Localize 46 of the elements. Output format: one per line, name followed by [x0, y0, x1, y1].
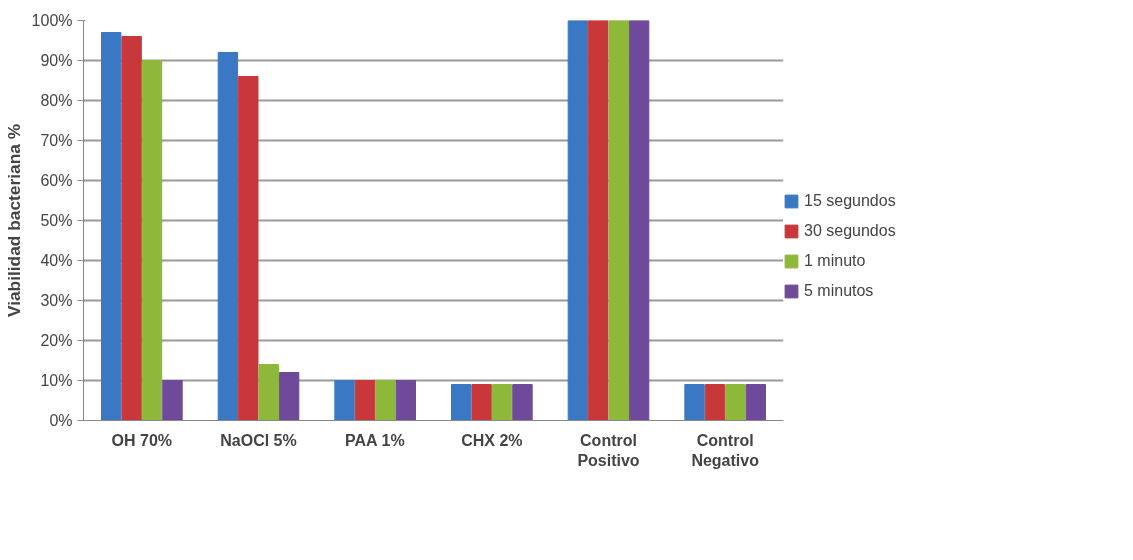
bar: [375, 380, 396, 421]
y-tick-label: 100%: [31, 12, 73, 29]
bar: [588, 20, 609, 421]
bar: [684, 384, 705, 421]
bar: [354, 380, 376, 421]
x-tick-label: OH 70%: [111, 431, 173, 449]
bar: [725, 384, 746, 421]
legend-label: 1 minuto: [804, 252, 866, 270]
y-tick-label: 20%: [40, 332, 73, 349]
x-tick-label: Control Positivo: [577, 431, 640, 469]
y-tick-label: 30%: [40, 292, 73, 309]
y-tick-label: 0%: [49, 412, 73, 429]
bar: [162, 380, 183, 421]
bar: [395, 380, 416, 421]
y-tick-label: 50%: [40, 212, 73, 229]
bar: [141, 60, 163, 421]
y-tick-label: 80%: [40, 92, 73, 109]
x-tick-label: Control Negativo: [691, 431, 760, 469]
y-tick-label: 10%: [40, 372, 73, 389]
bar: [278, 372, 300, 421]
bar: [258, 364, 279, 421]
y-tick-label: 70%: [40, 132, 73, 149]
y-tick-label: 60%: [40, 172, 73, 189]
bar: [101, 32, 122, 421]
bar: [334, 380, 355, 421]
bar: [512, 384, 533, 421]
y-axis-title: Viabilidad bacteriana %: [3, 123, 24, 318]
x-tick-label: CHX 2%: [461, 431, 523, 449]
y-tick-label: 40%: [40, 252, 73, 269]
legend-label: 30 segundos: [804, 222, 896, 240]
bar: [491, 384, 513, 421]
bar: [704, 384, 726, 421]
bar: [451, 384, 472, 421]
y-tick-label: 90%: [40, 52, 73, 69]
bar: [121, 36, 142, 421]
legend-label: 15 segundos: [804, 192, 896, 210]
x-tick-label: NaOCl 5%: [220, 431, 297, 449]
bar: [238, 76, 259, 421]
bar: [217, 52, 239, 421]
x-tick-label: PAA 1%: [345, 431, 405, 449]
bar: [628, 20, 650, 421]
legend-label: 5 minutos: [804, 282, 874, 300]
bar: [471, 384, 492, 421]
bar: [745, 384, 766, 421]
bar: [608, 20, 629, 421]
bar: [567, 20, 589, 421]
